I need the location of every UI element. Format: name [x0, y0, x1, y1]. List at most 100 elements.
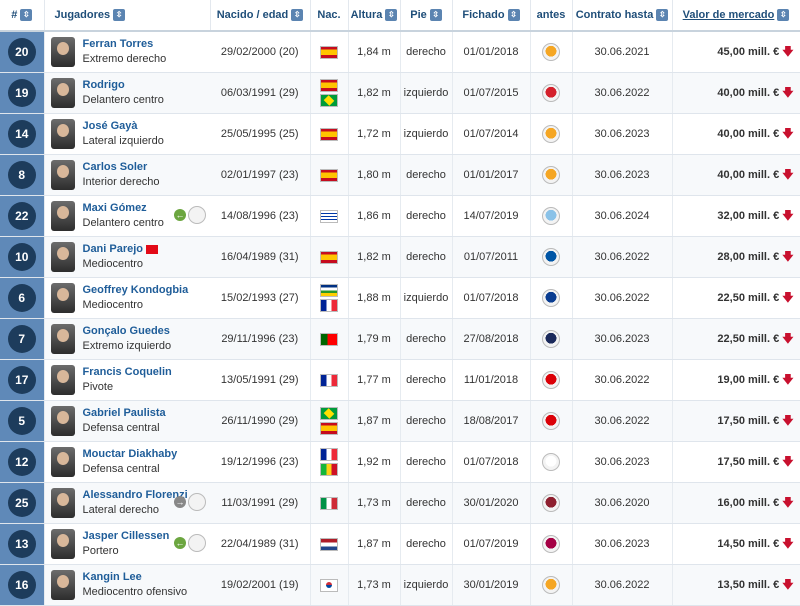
prev-club-cell[interactable]: [530, 154, 573, 196]
prev-club-crest-icon[interactable]: [542, 248, 560, 266]
sort-arrow-icon[interactable]: ⇳: [429, 9, 442, 22]
market-value[interactable]: 40,00 mill. €: [717, 127, 780, 140]
market-value-cell[interactable]: 45,00 mill. € 🡇: [672, 31, 800, 73]
table-row[interactable]: 13 Jasper Cillessen Portero ← 22/04/1989…: [0, 523, 800, 565]
transfer-info[interactable]: ←: [174, 534, 206, 552]
player-photo[interactable]: [50, 570, 75, 600]
market-value[interactable]: 22,50 mill. €: [717, 332, 780, 345]
market-value-cell[interactable]: 14,50 mill. € 🡇: [672, 523, 800, 565]
table-row[interactable]: 22 Maxi Gómez Delantero centro ← 14/08/1…: [0, 195, 800, 237]
transfer-info[interactable]: →: [174, 493, 206, 511]
market-value-cell[interactable]: 32,00 mill. € 🡇: [672, 195, 800, 237]
prev-club-crest-icon[interactable]: [542, 43, 560, 61]
prev-club-crest-icon[interactable]: [542, 166, 560, 184]
player-name-link[interactable]: Dani Parejo: [82, 243, 144, 255]
market-value-cell[interactable]: 40,00 mill. € 🡇: [672, 113, 800, 155]
player-photo[interactable]: [50, 242, 75, 272]
col-contract-header[interactable]: Contrato hasta ⇳: [572, 0, 673, 32]
table-row[interactable]: 12 Mouctar Diakhaby Defensa central 19/1…: [0, 441, 800, 483]
col-players-header[interactable]: Jugadores ⇳: [44, 0, 211, 32]
player-photo[interactable]: [50, 488, 75, 518]
prev-club-cell[interactable]: [530, 195, 573, 237]
player-photo[interactable]: [50, 529, 75, 559]
prev-club-cell[interactable]: [530, 277, 573, 319]
player-photo[interactable]: [50, 160, 75, 190]
table-row[interactable]: 16 Kangin Lee Mediocentro ofensivo 19/02…: [0, 564, 800, 606]
col-height-header[interactable]: Altura ⇳: [348, 0, 401, 32]
prev-club-crest-icon[interactable]: [542, 84, 560, 102]
player-name-link[interactable]: Gonçalo Guedes: [82, 325, 170, 337]
market-value-cell[interactable]: 19,00 mill. € 🡇: [672, 359, 800, 401]
prev-club-cell[interactable]: [530, 318, 573, 360]
player-photo[interactable]: [50, 447, 75, 477]
player-photo[interactable]: [50, 37, 75, 67]
player-name-link[interactable]: Geoffrey Kondogbia: [82, 284, 189, 296]
table-row[interactable]: 7 Gonçalo Guedes Extremo izquierdo 29/11…: [0, 318, 800, 360]
market-value-cell[interactable]: 40,00 mill. € 🡇: [672, 72, 800, 114]
market-value[interactable]: 28,00 mill. €: [717, 250, 780, 263]
prev-club-cell[interactable]: [530, 113, 573, 155]
market-value[interactable]: 40,00 mill. €: [717, 168, 780, 181]
prev-club-cell[interactable]: [530, 236, 573, 278]
table-row[interactable]: 5 Gabriel Paulista Defensa central 26/11…: [0, 400, 800, 442]
table-row[interactable]: 8 Carlos Soler Interior derecho 02/01/19…: [0, 154, 800, 196]
sort-arrow-icon[interactable]: ⇳: [385, 9, 398, 22]
market-value-cell[interactable]: 17,50 mill. € 🡇: [672, 400, 800, 442]
market-value-cell[interactable]: 17,50 mill. € 🡇: [672, 441, 800, 483]
col-joined-header[interactable]: Fichado ⇳: [452, 0, 531, 32]
prev-club-cell[interactable]: [530, 359, 573, 401]
prev-club-crest-icon[interactable]: [542, 535, 560, 553]
prev-club-crest-icon[interactable]: [542, 330, 560, 348]
prev-club-cell[interactable]: [530, 72, 573, 114]
sort-arrow-icon[interactable]: ⇳: [113, 9, 126, 22]
prev-club-crest-icon[interactable]: [542, 494, 560, 512]
table-row[interactable]: 19 Rodrigo Delantero centro 06/03/1991 (…: [0, 72, 800, 114]
player-name-link[interactable]: Alessandro Florenzi: [82, 489, 188, 501]
player-photo[interactable]: [50, 365, 75, 395]
player-name-link[interactable]: José Gayà: [82, 120, 138, 132]
table-row[interactable]: 14 José Gayà Lateral izquierdo 25/05/199…: [0, 113, 800, 155]
prev-club-cell[interactable]: [530, 482, 573, 524]
player-photo[interactable]: [50, 201, 75, 231]
prev-club-crest-icon[interactable]: [542, 453, 560, 471]
col-foot-header[interactable]: Pie ⇳: [400, 0, 453, 32]
prev-club-cell[interactable]: [530, 441, 573, 483]
prev-club-cell[interactable]: [530, 31, 573, 73]
market-value-cell[interactable]: 13,50 mill. € 🡇: [672, 564, 800, 606]
transfer-info[interactable]: ←: [174, 206, 206, 224]
player-photo[interactable]: [50, 119, 75, 149]
prev-club-crest-icon[interactable]: [542, 576, 560, 594]
market-value-cell[interactable]: 22,50 mill. € 🡇: [672, 277, 800, 319]
market-value[interactable]: 22,50 mill. €: [717, 291, 780, 304]
sort-arrow-icon[interactable]: ⇳: [20, 9, 33, 22]
market-value-cell[interactable]: 40,00 mill. € 🡇: [672, 154, 800, 196]
player-photo[interactable]: [50, 283, 75, 313]
player-name-link[interactable]: Rodrigo: [82, 79, 125, 91]
market-value[interactable]: 16,00 mill. €: [717, 496, 780, 509]
table-row[interactable]: 10 Dani Parejo Mediocentro 16/04/1989 (3…: [0, 236, 800, 278]
market-value[interactable]: 17,50 mill. €: [717, 414, 780, 427]
player-photo[interactable]: [50, 324, 75, 354]
prev-club-cell[interactable]: [530, 400, 573, 442]
market-value-cell[interactable]: 22,50 mill. € 🡇: [672, 318, 800, 360]
market-value[interactable]: 32,00 mill. €: [717, 209, 780, 222]
market-value[interactable]: 19,00 mill. €: [717, 373, 780, 386]
player-name-link[interactable]: Francis Coquelin: [82, 366, 172, 378]
market-value-cell[interactable]: 28,00 mill. € 🡇: [672, 236, 800, 278]
market-value[interactable]: 14,50 mill. €: [717, 537, 780, 550]
sort-arrow-icon[interactable]: ⇳: [656, 9, 669, 22]
col-value-header[interactable]: Valor de mercado ⇳: [672, 0, 800, 32]
player-name-link[interactable]: Ferran Torres: [82, 38, 154, 50]
table-row[interactable]: 6 Geoffrey Kondogbia Mediocentro 15/02/1…: [0, 277, 800, 319]
prev-club-cell[interactable]: [530, 523, 573, 565]
prev-club-crest-icon[interactable]: [542, 125, 560, 143]
col-born-header[interactable]: Nacido / edad ⇳: [210, 0, 311, 32]
col-num-header[interactable]: # ⇳: [0, 0, 45, 32]
market-value[interactable]: 13,50 mill. €: [717, 578, 780, 591]
market-value[interactable]: 45,00 mill. €: [717, 45, 780, 58]
player-name-link[interactable]: Carlos Soler: [82, 161, 148, 173]
table-row[interactable]: 25 Alessandro Florenzi Lateral derecho →…: [0, 482, 800, 524]
market-value-cell[interactable]: 16,00 mill. € 🡇: [672, 482, 800, 524]
sort-arrow-icon[interactable]: ⇳: [507, 9, 520, 22]
prev-club-cell[interactable]: [530, 564, 573, 606]
